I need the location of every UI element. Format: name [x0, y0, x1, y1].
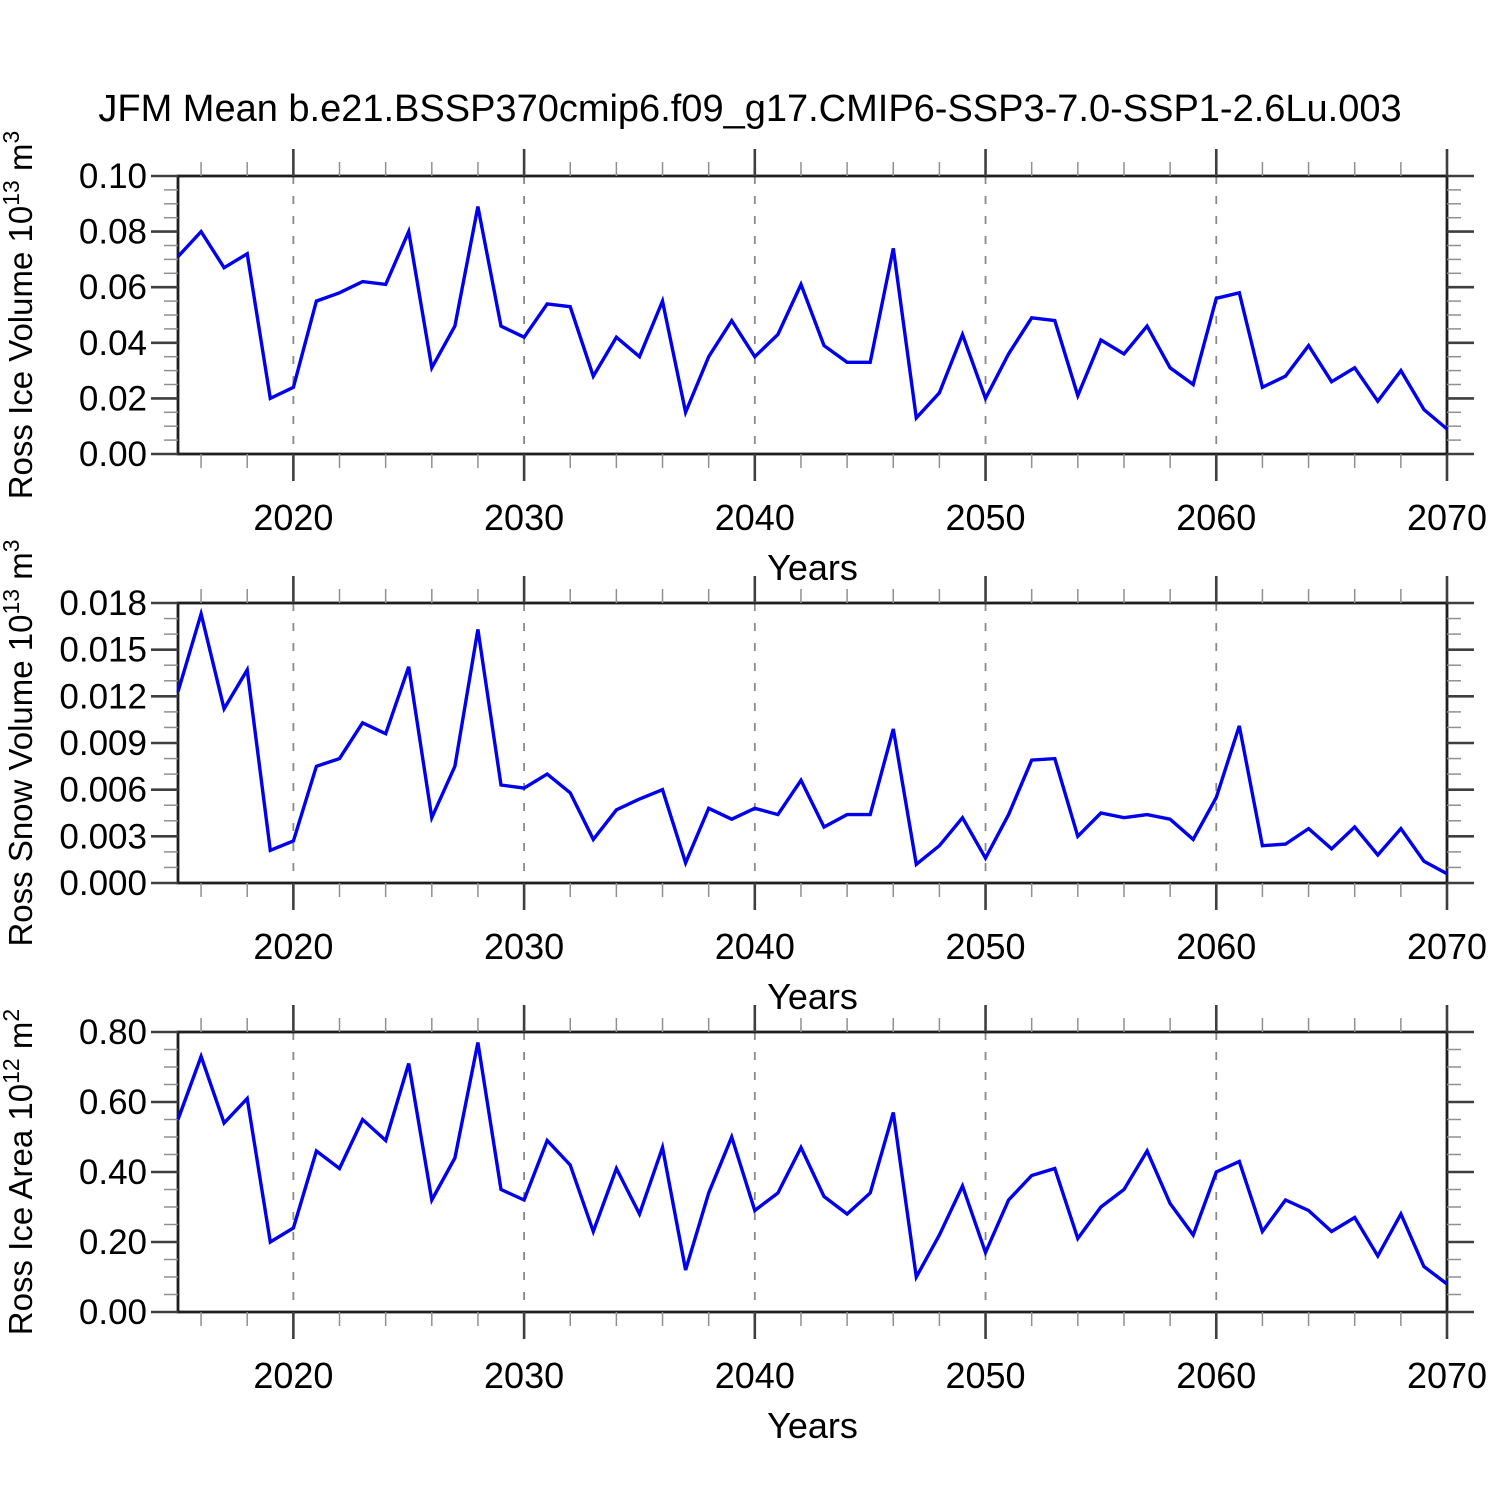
x-tick-label: 2040 [715, 1355, 795, 1396]
plot-box [176, 601, 1449, 885]
x-tick-label: 2050 [945, 926, 1025, 967]
y-tick-label: 0.08 [79, 213, 147, 252]
series-line-ross-ice-volume [176, 206, 1449, 431]
y-tick-label: 0.003 [59, 817, 147, 856]
y-axis-title-part: Ross Snow Volume 10 [2, 615, 39, 947]
y-tick-label: 0.015 [59, 631, 147, 670]
y-axis-title-sup: 3 [0, 539, 24, 552]
x-tick-label: 2060 [1176, 497, 1256, 538]
y-tick-label: 0.000 [59, 864, 147, 903]
y-tick-label: 0.009 [59, 724, 147, 763]
y-axis-title-sup: 3 [0, 131, 24, 144]
y-axis-title-sup: 2 [0, 1009, 24, 1022]
x-tick-label: 2060 [1176, 1355, 1256, 1396]
y-tick-label: 0.006 [59, 771, 147, 810]
series-line-ross-ice-area [176, 1042, 1449, 1286]
x-tick-label: 2040 [715, 497, 795, 538]
y-axis-title-part: Ross Ice Area 10 [2, 1084, 39, 1335]
y-axis-title-part: Ross Ice Volume 10 [2, 206, 39, 500]
y-tick-label: 0.012 [59, 677, 147, 716]
x-tick-label: 2070 [1407, 497, 1487, 538]
panel-ross-snow-volume: 0.000 0.003 0.006 0.009 0.012 0.015 0.018 2020 2… [0, 539, 1487, 1017]
chart-title: JFM Mean b.e21.BSSP370cmip6.f09_g17.CMIP… [98, 88, 1402, 130]
x-tick-label: 2040 [715, 926, 795, 967]
y-axis-title: Ross Ice Area 1012 m2 [0, 1009, 39, 1335]
y-tick-label: 0.00 [79, 435, 147, 474]
x-tick-label: 2050 [945, 1355, 1025, 1396]
panel-ross-ice-volume: 0.00 0.02 0.04 0.06 0.08 0.10 2020 2030 2040 2050… [0, 131, 1487, 588]
x-tick-label: 2030 [484, 926, 564, 967]
y-axis-title-sup: 12 [0, 1058, 24, 1084]
y-tick-label: 0.02 [79, 379, 147, 418]
x-axis-title: Years [767, 547, 858, 588]
y-axis-title-part: m [2, 144, 39, 181]
series-line-ross-snow-volume [176, 607, 1448, 876]
y-tick-label: 0.00 [79, 1293, 147, 1332]
x-axis-title: Years [767, 1405, 858, 1446]
x-tick-label: 2020 [253, 1355, 333, 1396]
x-axis-title: Years [767, 976, 858, 1017]
y-axis-title-part: m [2, 1022, 39, 1059]
y-axis-title-sup: 13 [0, 180, 24, 206]
y-axis-title-part: m [2, 552, 39, 589]
y-axis-title-sup: 13 [0, 589, 24, 615]
y-axis-title: Ross Ice Volume 1013 m3 [0, 131, 39, 500]
y-tick-label: 0.20 [79, 1223, 147, 1262]
x-tick-label: 2030 [484, 497, 564, 538]
y-tick-label: 0.10 [79, 157, 147, 196]
y-axis-title: Ross Snow Volume 1013 m3 [0, 539, 39, 946]
y-tick-label: 0.06 [79, 268, 147, 307]
y-tick-label: 0.80 [79, 1013, 147, 1052]
y-tick-label: 0.018 [59, 584, 147, 623]
y-tick-label: 0.40 [79, 1153, 147, 1192]
x-tick-label: 2070 [1407, 1355, 1487, 1396]
x-tick-label: 2020 [253, 926, 333, 967]
x-tick-label: 2060 [1176, 926, 1256, 967]
y-tick-label: 0.60 [79, 1083, 147, 1122]
x-tick-label: 2050 [945, 497, 1025, 538]
panel-ross-ice-area: 0.00 0.20 0.40 0.60 0.80 2020 2030 2040 2050 2060… [0, 1005, 1487, 1446]
y-tick-label: 0.04 [79, 324, 147, 363]
x-tick-label: 2030 [484, 1355, 564, 1396]
x-tick-label: 2020 [253, 497, 333, 538]
x-tick-label: 2070 [1407, 926, 1487, 967]
